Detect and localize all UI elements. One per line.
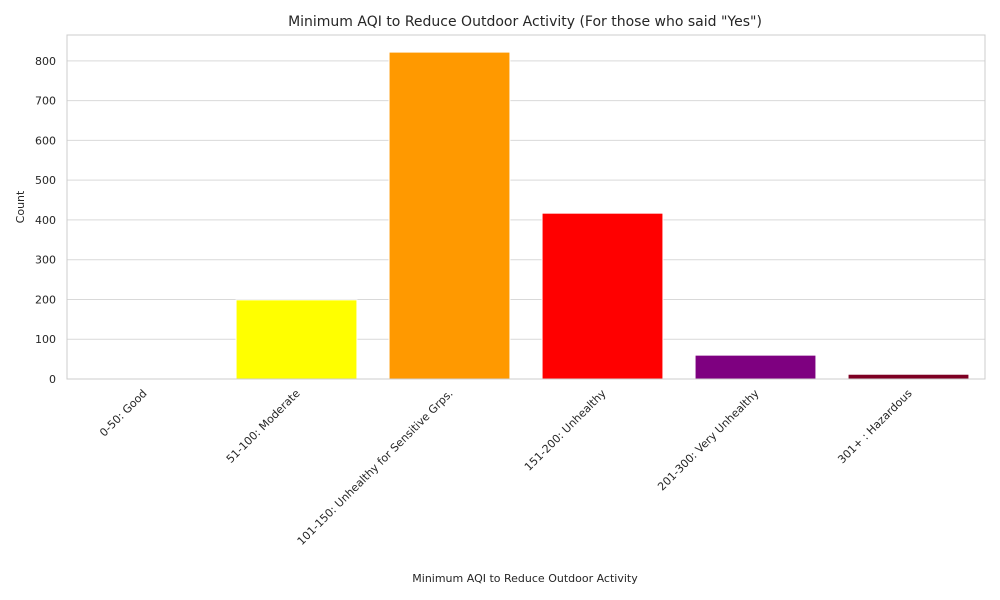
y-tick-label: 0 (49, 373, 56, 386)
bar (694, 354, 817, 380)
chart-title: Minimum AQI to Reduce Outdoor Activity (… (288, 14, 762, 30)
y-tick-label: 800 (35, 55, 56, 68)
bar (388, 51, 511, 380)
bars (235, 51, 970, 380)
x-tick-label: 101-150: Unhealthy for Sensitive Grps. (295, 387, 456, 548)
y-tick-labels: 0 100 200 300 400 500 600 700 800 (35, 55, 56, 386)
bar (541, 212, 664, 380)
y-axis-label: Count (14, 190, 27, 223)
x-tick-label: 0-50: Good (97, 387, 149, 439)
grid-lines (67, 60, 985, 380)
x-tick-label: 51-100: Moderate (224, 387, 303, 466)
y-tick-label: 100 (35, 333, 56, 346)
y-tick-label: 200 (35, 293, 56, 306)
x-axis-label: Minimum AQI to Reduce Outdoor Activity (412, 572, 638, 585)
x-tick-label: 301+ : Hazardous (835, 387, 915, 467)
x-tick-label: 201-300: Very Unhealthy (655, 387, 762, 494)
bar (235, 299, 358, 380)
y-tick-label: 600 (35, 134, 56, 147)
y-tick-label: 500 (35, 174, 56, 187)
y-tick-label: 400 (35, 214, 56, 227)
x-tick-label: 151-200: Unhealthy (522, 387, 609, 474)
bar (847, 373, 970, 380)
y-tick-label: 300 (35, 254, 56, 267)
plot-frame (66, 34, 986, 380)
y-tick-label: 700 (35, 95, 56, 108)
